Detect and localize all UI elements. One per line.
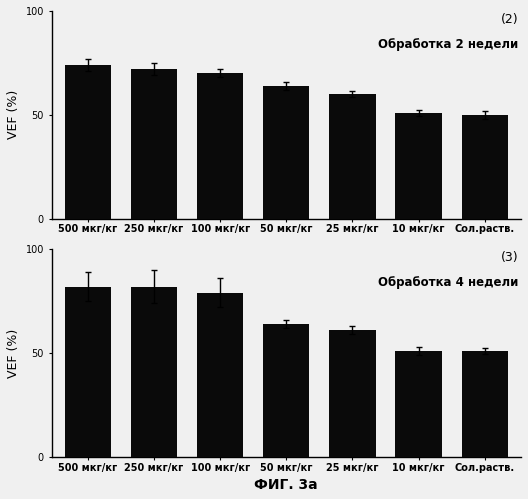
Text: (3): (3) — [501, 251, 518, 264]
Bar — [395, 113, 442, 219]
Text: Обработка 2 недели: Обработка 2 недели — [379, 38, 518, 51]
Text: (2): (2) — [501, 13, 518, 26]
Bar — [131, 69, 177, 219]
Bar — [395, 351, 442, 457]
Bar — [197, 293, 243, 457]
Bar — [131, 286, 177, 457]
Bar — [461, 351, 508, 457]
X-axis label: ФИГ. 3а: ФИГ. 3а — [254, 478, 318, 492]
Bar — [329, 94, 375, 219]
Bar — [263, 324, 309, 457]
Y-axis label: VEF (%): VEF (%) — [7, 90, 20, 139]
Bar — [329, 330, 375, 457]
Bar — [197, 73, 243, 219]
Bar — [461, 115, 508, 219]
Bar — [65, 286, 111, 457]
Bar — [263, 86, 309, 219]
Y-axis label: VEF (%): VEF (%) — [7, 328, 20, 378]
Bar — [65, 65, 111, 219]
Text: Обработка 4 недели: Обработка 4 недели — [379, 276, 518, 289]
